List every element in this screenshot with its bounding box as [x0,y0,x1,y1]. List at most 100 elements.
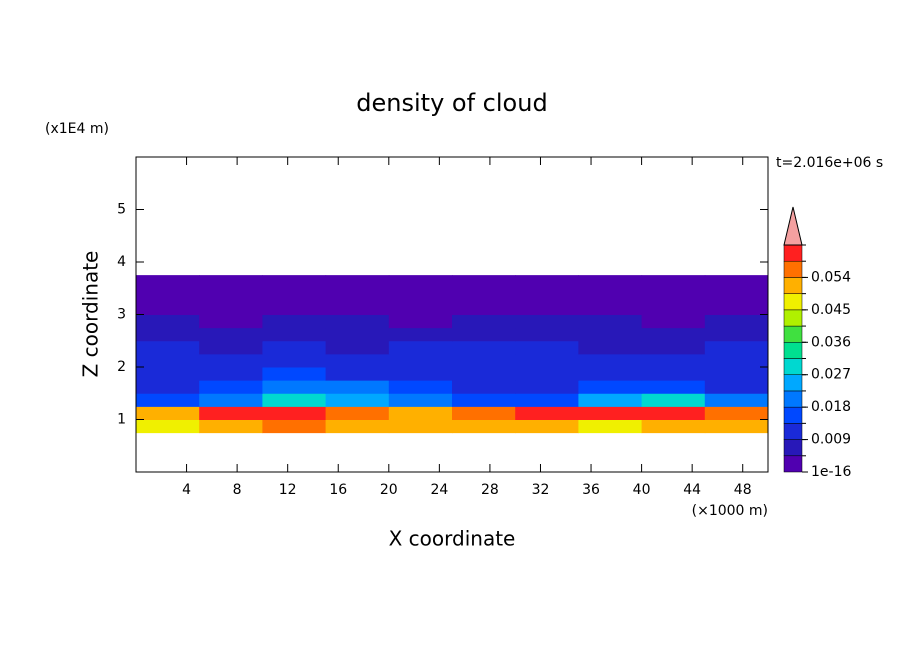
cell [452,419,516,434]
cell [515,288,579,302]
cell [388,301,453,315]
cell [199,340,263,355]
colorbar-box [783,455,803,473]
cell [452,288,516,302]
colorbar-box [783,277,803,294]
cell [262,419,327,434]
cell [641,406,706,420]
cell [641,353,706,368]
cell [325,353,390,368]
cell [452,340,516,355]
colorbar-box [783,325,803,343]
cell [325,406,390,420]
colorbar-box [783,390,803,408]
cell [199,367,263,381]
cell [515,406,579,420]
x-unit: (×1000 m) [692,503,768,519]
colorbar-box [783,439,803,457]
cell [704,340,769,355]
cell [262,367,327,381]
cell [641,367,706,381]
cell [199,275,263,289]
y-tick-label: 3 [117,307,126,323]
cell [641,314,706,329]
y-tick-label: 5 [117,202,126,218]
cell [325,393,390,407]
cell [262,314,327,329]
x-tick-label: 40 [633,482,651,498]
cell [325,314,390,329]
cell [262,275,327,289]
cell [578,406,643,420]
cell [578,327,643,342]
cell [641,275,706,289]
cell [262,301,327,315]
time-label: t=2.016e+06 s [776,155,883,171]
cell [578,275,643,289]
cell [199,301,263,315]
cell [136,406,200,420]
cell [515,314,579,329]
y-label: Z coordinate [79,251,103,378]
cell [578,314,643,329]
cell [388,380,453,394]
cell [452,393,516,407]
cell [452,353,516,368]
cell [136,275,200,289]
colorbar-box [783,423,803,440]
cell [515,275,579,289]
cell [199,353,263,368]
cell [199,406,263,420]
x-tick-label: 16 [329,482,347,498]
cell [452,367,516,381]
cell [641,380,706,394]
cell [641,340,706,355]
cell [325,327,390,342]
cell [136,301,200,315]
colorbar-box [783,358,803,375]
colorbar-extend [783,206,803,246]
colorbar-box [783,309,803,327]
cell [704,380,769,394]
x-tick-label: 20 [380,482,398,498]
cell [325,340,390,355]
cell [452,275,516,289]
cell [388,288,453,302]
cell [515,327,579,342]
cell [515,340,579,355]
cell [515,419,579,434]
cell [578,393,643,407]
cell [641,419,706,434]
cell [641,301,706,315]
cell [262,380,327,394]
colorbar-box [783,293,803,311]
cell [199,288,263,302]
cell [641,288,706,302]
y-tick-label: 4 [117,254,126,270]
colorbar-box [783,244,803,262]
cell [388,275,453,289]
colorbar-tick-label: 0.054 [811,269,851,285]
cell [325,380,390,394]
cell [262,353,327,368]
cell [262,393,327,407]
colorbar-box [783,374,803,392]
cell [262,327,327,342]
cell [136,288,200,302]
cell [136,327,200,342]
cell [704,406,769,420]
cell [704,327,769,342]
cell [704,419,769,434]
x-tick-label: 36 [582,482,600,498]
cell [578,340,643,355]
cell [704,393,769,407]
colorbar-tick-label: 0.027 [811,367,851,383]
cell [578,301,643,315]
cell [325,275,390,289]
cell [452,380,516,394]
cell [136,353,200,368]
cell [136,340,200,355]
cell [704,275,769,289]
cell [388,327,453,342]
colorbar-tick-label: 0.045 [811,302,851,318]
